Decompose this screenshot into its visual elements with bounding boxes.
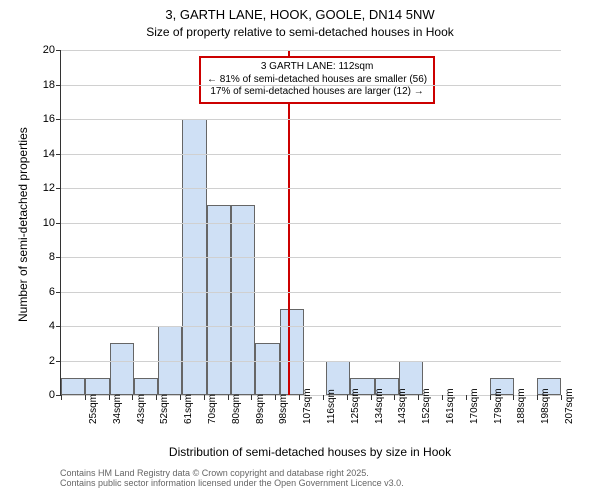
x-tick-mark (394, 395, 395, 400)
y-tick-mark (56, 326, 61, 327)
title-line-1: 3, GARTH LANE, HOOK, GOOLE, DN14 5NW (0, 6, 600, 24)
x-tick-label: 179sqm (493, 401, 504, 424)
x-tick-label: 61sqm (183, 401, 194, 424)
x-tick-label: 107sqm (302, 401, 313, 424)
x-tick-mark (109, 395, 110, 400)
x-tick-label: 34sqm (112, 401, 123, 424)
x-tick-label: 70sqm (207, 401, 218, 424)
x-tick-mark (371, 395, 372, 400)
y-tick-mark (56, 292, 61, 293)
x-tick-label: 43sqm (136, 401, 147, 424)
x-tick-label: 80sqm (231, 401, 242, 424)
title-line-2: Size of property relative to semi-detach… (0, 24, 600, 40)
x-tick-label: 188sqm (516, 401, 527, 424)
x-axis-label: Distribution of semi-detached houses by … (60, 445, 560, 459)
x-tick-mark (299, 395, 300, 400)
x-tick-mark (537, 395, 538, 400)
x-tick-label: 89sqm (255, 401, 266, 424)
chart-container: 3, GARTH LANE, HOOK, GOOLE, DN14 5NW Siz… (0, 0, 600, 500)
annotation-line-3: 17% of semi-detached houses are larger (… (207, 86, 427, 99)
annotation-line-1: 3 GARTH LANE: 112sqm (207, 61, 427, 74)
x-tick-mark (323, 395, 324, 400)
y-tick-mark (56, 154, 61, 155)
x-tick-mark (180, 395, 181, 400)
y-axis-label: Number of semi-detached properties (16, 127, 30, 322)
plot-area: 3 GARTH LANE: 112sqm ← 81% of semi-detac… (60, 50, 561, 396)
x-tick-mark (61, 395, 62, 400)
credits-line-1: Contains HM Land Registry data © Crown c… (60, 468, 404, 478)
bar (110, 343, 134, 395)
y-tick-mark (56, 119, 61, 120)
x-tick-mark (156, 395, 157, 400)
bar (134, 378, 158, 395)
gridline (61, 50, 561, 51)
x-tick-label: 134sqm (374, 401, 385, 424)
gridline (61, 361, 561, 362)
y-tick-mark (56, 85, 61, 86)
gridline (61, 119, 561, 120)
x-tick-mark (490, 395, 491, 400)
x-tick-mark (442, 395, 443, 400)
x-tick-label: 161sqm (445, 401, 456, 424)
bar (207, 205, 231, 395)
credits: Contains HM Land Registry data © Crown c… (60, 468, 404, 488)
x-tick-mark (251, 395, 252, 400)
x-tick-mark (204, 395, 205, 400)
gridline (61, 188, 561, 189)
x-tick-mark (132, 395, 133, 400)
x-tick-label: 143sqm (397, 401, 408, 424)
y-tick-mark (56, 257, 61, 258)
gridline (61, 292, 561, 293)
x-tick-label: 170sqm (469, 401, 480, 424)
x-tick-mark (561, 395, 562, 400)
y-tick-mark (56, 361, 61, 362)
annotation-box: 3 GARTH LANE: 112sqm ← 81% of semi-detac… (199, 56, 435, 104)
x-tick-mark (85, 395, 86, 400)
gridline (61, 326, 561, 327)
bar (85, 378, 109, 395)
x-tick-mark (275, 395, 276, 400)
x-tick-mark (347, 395, 348, 400)
x-tick-label: 52sqm (159, 401, 170, 424)
gridline (61, 85, 561, 86)
y-tick-mark (56, 188, 61, 189)
y-tick-mark (56, 50, 61, 51)
x-tick-mark (466, 395, 467, 400)
chart-title: 3, GARTH LANE, HOOK, GOOLE, DN14 5NW Siz… (0, 0, 600, 40)
gridline (61, 223, 561, 224)
x-tick-label: 116sqm (326, 401, 337, 424)
bar (255, 343, 279, 395)
gridline (61, 154, 561, 155)
gridline (61, 257, 561, 258)
x-tick-label: 152sqm (421, 401, 432, 424)
bar (231, 205, 255, 395)
x-tick-label: 198sqm (540, 401, 551, 424)
credits-line-2: Contains public sector information licen… (60, 478, 404, 488)
x-tick-mark (228, 395, 229, 400)
x-tick-label: 98sqm (278, 401, 289, 424)
x-tick-label: 25sqm (88, 401, 99, 424)
y-tick-mark (56, 223, 61, 224)
x-tick-mark (418, 395, 419, 400)
x-tick-label: 207sqm (564, 401, 575, 424)
bar (61, 378, 85, 395)
bar (280, 309, 304, 395)
x-tick-mark (513, 395, 514, 400)
x-tick-label: 125sqm (350, 401, 361, 424)
